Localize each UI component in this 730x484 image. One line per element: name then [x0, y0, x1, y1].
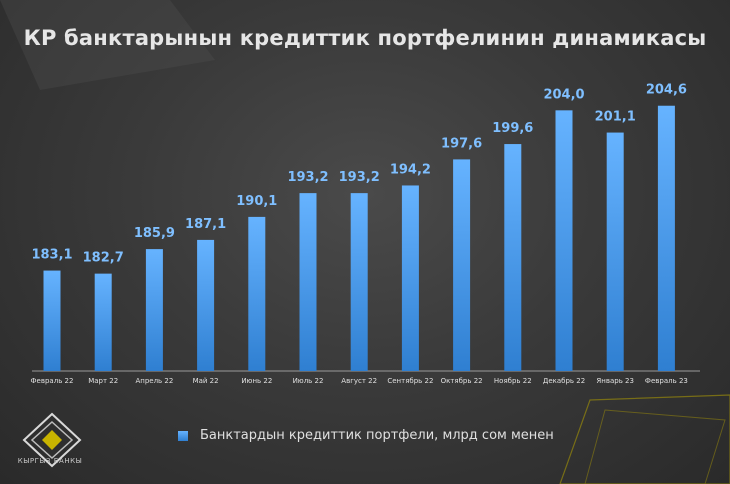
data-label-8: 197,6 — [441, 136, 482, 151]
bar-1 — [94, 273, 112, 371]
category-label-9: Ноябрь 22 — [494, 377, 532, 385]
category-label-3: Май 22 — [193, 377, 219, 385]
data-label-1: 182,7 — [83, 251, 124, 266]
data-label-7: 194,2 — [390, 162, 431, 177]
chart-title: КР банктарынын кредиттик портфелинин дин… — [23, 26, 707, 50]
data-label-4: 190,1 — [236, 194, 277, 209]
data-label-3: 187,1 — [185, 217, 226, 232]
category-label-12: Февраль 23 — [645, 377, 688, 385]
category-label-0: Февраль 22 — [31, 377, 74, 385]
bar-7 — [401, 185, 419, 371]
bar-9 — [504, 144, 522, 371]
data-label-5: 193,2 — [287, 170, 328, 185]
legend-label: Банктардын кредиттик портфели, млрд сом … — [200, 428, 554, 443]
category-label-2: Апрель 22 — [135, 377, 173, 385]
data-label-12: 204,6 — [646, 83, 687, 98]
category-label-11: Январь 23 — [596, 377, 634, 385]
bar-12 — [657, 105, 675, 371]
data-label-11: 201,1 — [595, 110, 636, 125]
legend-swatch — [178, 430, 188, 441]
bar-11 — [606, 132, 624, 371]
category-label-10: Декабрь 22 — [543, 377, 585, 385]
category-label-4: Июнь 22 — [241, 377, 272, 385]
category-label-8: Октябрь 22 — [441, 377, 483, 385]
bar-8 — [453, 159, 471, 371]
category-label-6: Август 22 — [341, 377, 377, 385]
data-label-6: 193,2 — [339, 170, 380, 185]
data-label-0: 183,1 — [31, 248, 72, 263]
category-label-1: Март 22 — [88, 377, 118, 385]
bar-6 — [350, 193, 368, 371]
bar-5 — [299, 193, 317, 371]
data-label-2: 185,9 — [134, 226, 175, 241]
brand-name: КЫРГЫЗ БАНКЫ — [17, 457, 83, 465]
bar-3 — [197, 239, 215, 371]
data-label-9: 199,6 — [492, 121, 533, 136]
bar-10 — [555, 110, 573, 371]
category-label-7: Сентябрь 22 — [387, 377, 433, 385]
bar-0 — [43, 270, 61, 371]
category-label-5: Июль 22 — [293, 377, 324, 385]
bar-4 — [248, 216, 266, 371]
bar-2 — [145, 249, 163, 371]
kyrgyz-bank-logo — [22, 412, 82, 468]
legend: Банктардын кредиттик портфели, млрд сом … — [178, 428, 554, 443]
data-label-10: 204,0 — [543, 87, 584, 102]
